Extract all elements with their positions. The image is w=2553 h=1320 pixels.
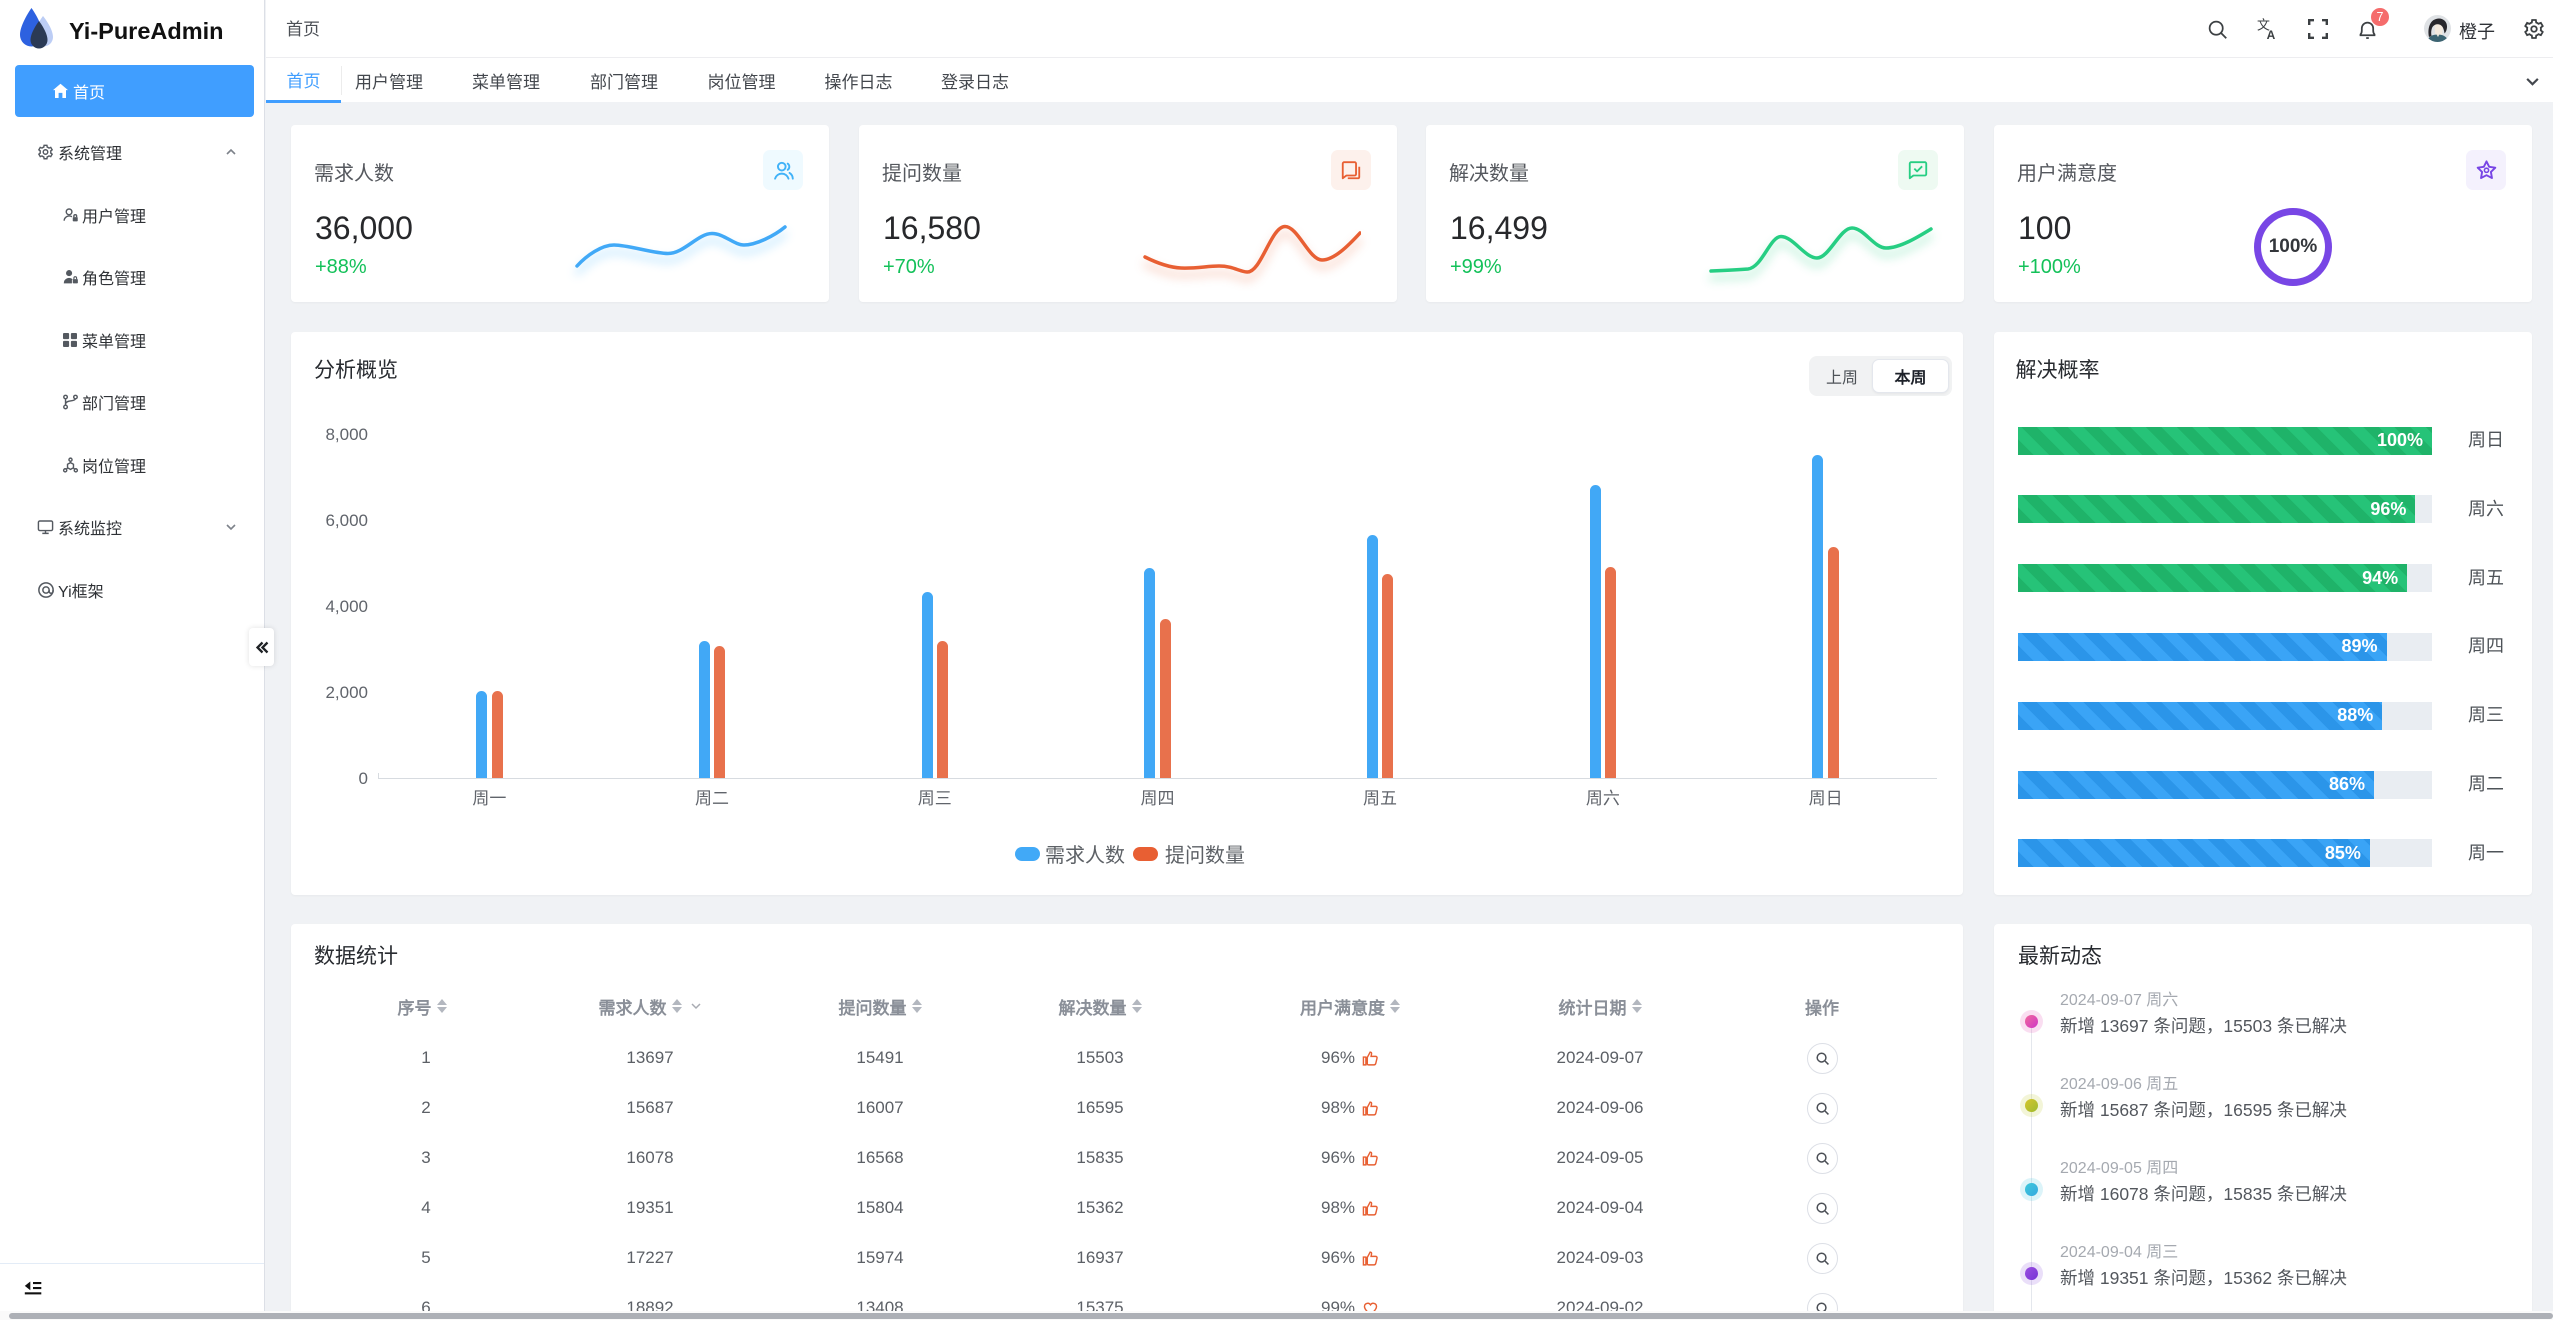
svg-text:A: A (2267, 28, 2276, 41)
svg-text:文: 文 (2257, 18, 2270, 33)
